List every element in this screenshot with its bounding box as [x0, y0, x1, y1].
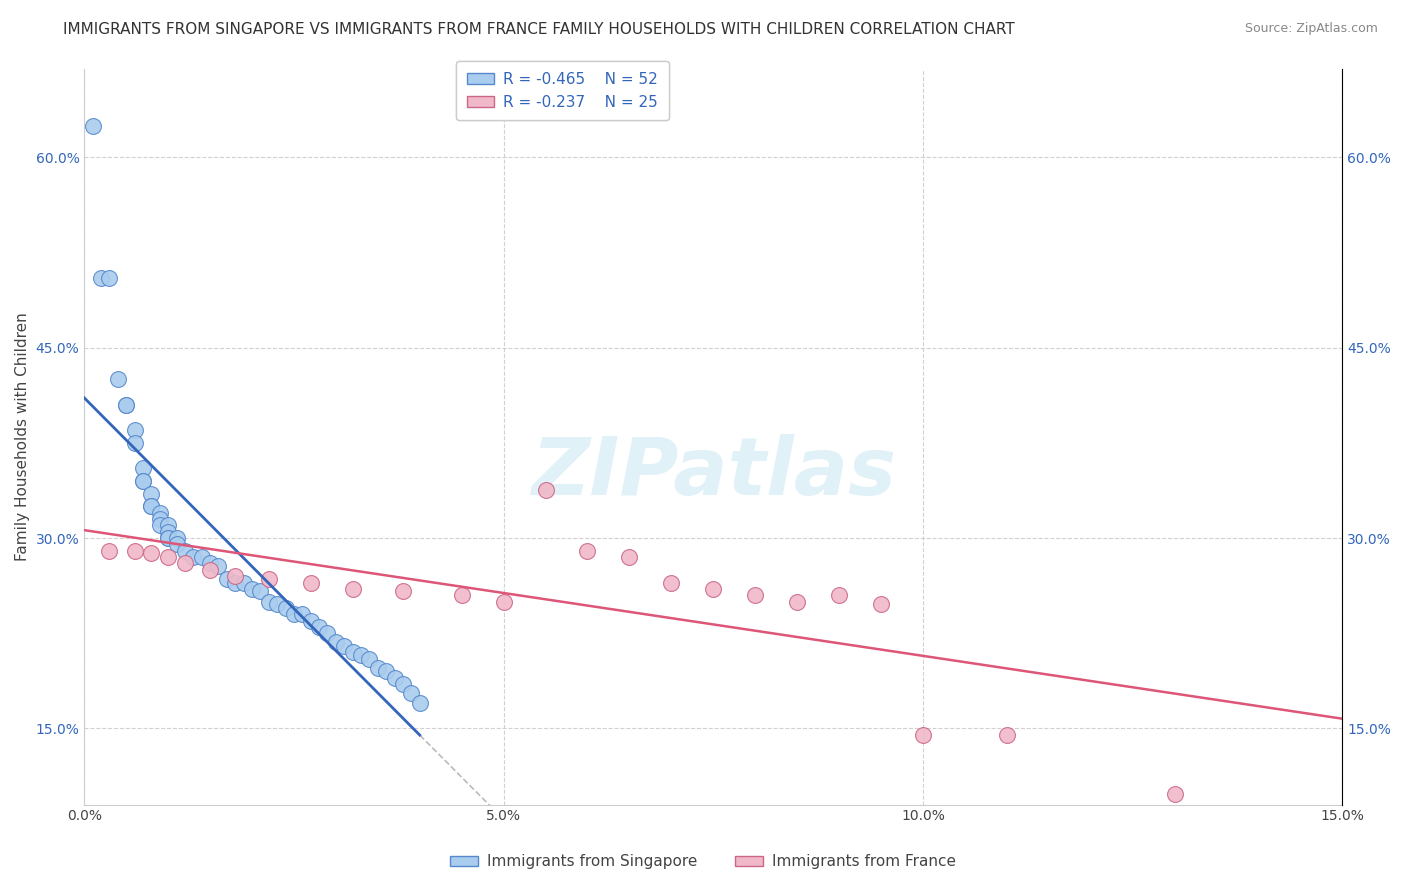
Text: IMMIGRANTS FROM SINGAPORE VS IMMIGRANTS FROM FRANCE FAMILY HOUSEHOLDS WITH CHILD: IMMIGRANTS FROM SINGAPORE VS IMMIGRANTS …	[63, 22, 1015, 37]
Point	[157, 518, 180, 533]
Point	[174, 543, 197, 558]
Point	[124, 436, 146, 450]
Point	[149, 512, 172, 526]
Point	[492, 594, 515, 608]
Point	[207, 559, 229, 574]
Point	[257, 594, 280, 608]
Legend: R = -0.465    N = 52, R = -0.237    N = 25: R = -0.465 N = 52, R = -0.237 N = 25	[456, 62, 669, 120]
Point	[350, 648, 373, 662]
Point	[367, 660, 389, 674]
Point	[870, 597, 893, 611]
Point	[702, 582, 724, 596]
Point	[157, 531, 180, 545]
Legend: Immigrants from Singapore, Immigrants from France: Immigrants from Singapore, Immigrants fr…	[444, 848, 962, 875]
Point	[392, 677, 415, 691]
Point	[115, 398, 138, 412]
Point	[124, 543, 146, 558]
Point	[249, 584, 271, 599]
Point	[174, 557, 197, 571]
Point	[181, 550, 204, 565]
Point	[786, 594, 808, 608]
Point	[190, 550, 212, 565]
Point	[576, 543, 599, 558]
Point	[401, 686, 423, 700]
Point	[257, 572, 280, 586]
Point	[342, 582, 364, 596]
Y-axis label: Family Households with Children: Family Households with Children	[15, 312, 30, 561]
Point	[82, 119, 104, 133]
Point	[333, 639, 356, 653]
Point	[98, 543, 121, 558]
Point	[149, 506, 172, 520]
Point	[534, 483, 557, 497]
Text: ZIPatlas: ZIPatlas	[531, 434, 896, 512]
Point	[240, 582, 263, 596]
Point	[224, 575, 246, 590]
Point	[166, 531, 188, 545]
Point	[392, 584, 415, 599]
Point	[325, 635, 347, 649]
Point	[157, 524, 180, 539]
Point	[215, 572, 238, 586]
Point	[90, 271, 112, 285]
Point	[299, 575, 322, 590]
Point	[283, 607, 305, 622]
Point	[375, 665, 398, 679]
Text: Source: ZipAtlas.com: Source: ZipAtlas.com	[1244, 22, 1378, 36]
Point	[141, 546, 163, 560]
Point	[157, 550, 180, 565]
Point	[744, 588, 766, 602]
Point	[409, 696, 432, 710]
Point	[198, 563, 221, 577]
Point	[98, 271, 121, 285]
Point	[141, 486, 163, 500]
Point	[316, 626, 339, 640]
Point	[342, 645, 364, 659]
Point	[141, 500, 163, 514]
Point	[291, 607, 314, 622]
Point	[132, 461, 155, 475]
Point	[995, 728, 1018, 742]
Point	[1163, 788, 1185, 802]
Point	[198, 557, 221, 571]
Point	[450, 588, 472, 602]
Point	[266, 597, 288, 611]
Point	[232, 575, 254, 590]
Point	[911, 728, 934, 742]
Point	[124, 423, 146, 437]
Point	[224, 569, 246, 583]
Point	[115, 398, 138, 412]
Point	[384, 671, 406, 685]
Point	[659, 575, 682, 590]
Point	[359, 651, 381, 665]
Point	[157, 531, 180, 545]
Point	[274, 601, 297, 615]
Point	[149, 518, 172, 533]
Point	[828, 588, 851, 602]
Point	[166, 537, 188, 551]
Point	[132, 474, 155, 488]
Point	[107, 372, 129, 386]
Point	[132, 474, 155, 488]
Point	[619, 550, 641, 565]
Point	[299, 614, 322, 628]
Point	[308, 620, 330, 634]
Point	[141, 500, 163, 514]
